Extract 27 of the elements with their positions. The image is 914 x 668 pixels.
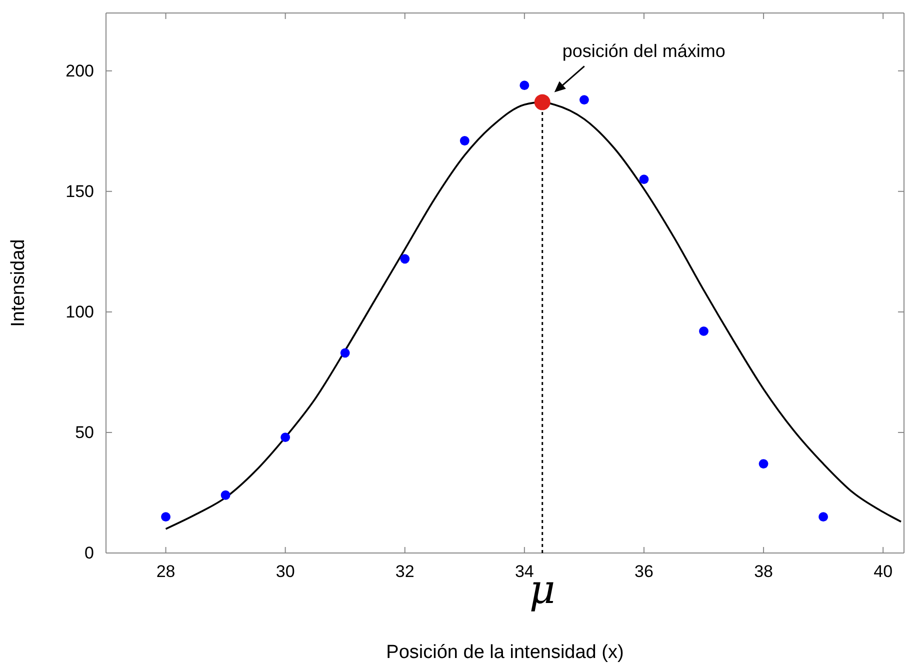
x-tick-label: 40 — [874, 562, 893, 582]
y-axis-title: Intensidad — [8, 239, 29, 327]
point — [460, 136, 470, 146]
point — [520, 80, 530, 90]
point — [220, 490, 230, 500]
point — [699, 326, 708, 336]
x-tick-label: 36 — [634, 562, 654, 582]
x-tick-label: 30 — [276, 562, 295, 582]
point — [579, 95, 589, 104]
point — [818, 512, 828, 522]
point — [161, 512, 170, 522]
y-tick-label: 50 — [75, 422, 94, 442]
y-tick-label: 0 — [84, 543, 94, 562]
point — [400, 254, 410, 264]
point — [534, 94, 550, 110]
x-tick-label: 38 — [754, 562, 773, 582]
y-tick-label: 100 — [66, 302, 94, 322]
point — [639, 174, 649, 184]
y-tick-label: 150 — [66, 182, 94, 201]
x-axis-title: Posición de la intensidad (x) — [386, 642, 624, 663]
annotation: posición del máximo — [562, 41, 726, 62]
point — [758, 459, 768, 469]
y-tick-label: 200 — [66, 61, 94, 80]
x-tick-label: 28 — [156, 562, 176, 582]
point — [340, 348, 350, 358]
point — [280, 432, 290, 442]
x-tick-label: 32 — [395, 562, 414, 582]
